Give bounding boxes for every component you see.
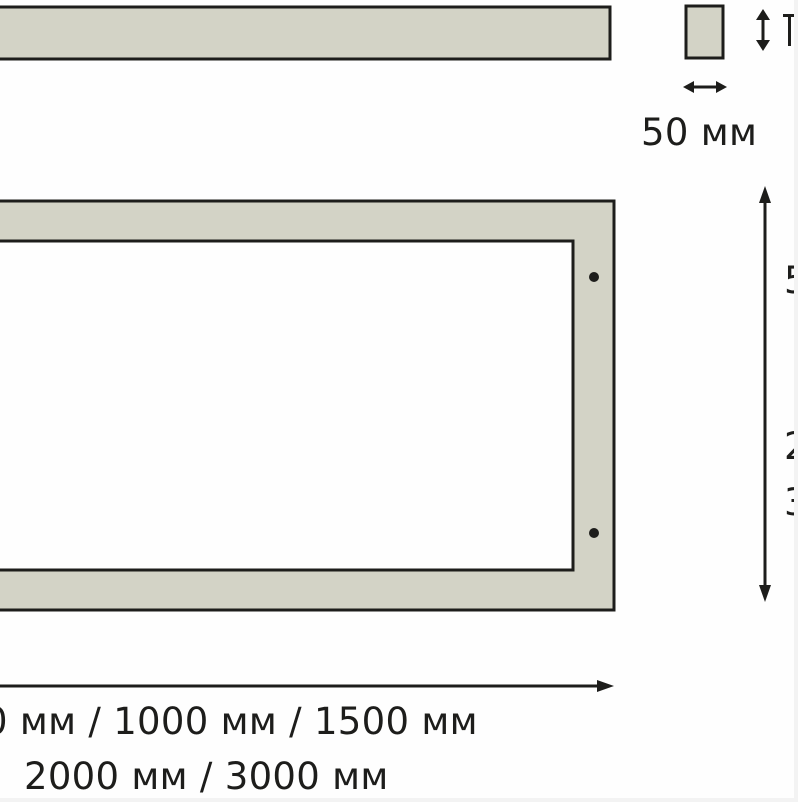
length-arrow-icon: [0, 680, 614, 692]
length-label-line2: 2000 мм / 3000 мм: [24, 755, 389, 798]
top-rail-bar: [0, 5, 612, 61]
mounting-hole-top: [589, 272, 599, 282]
height-arrow-icon: [759, 186, 771, 602]
double-arrow-horizontal-icon: [683, 81, 727, 93]
width-label: 50 мм: [641, 111, 758, 154]
mounting-hole-bottom: [589, 528, 599, 538]
double-arrow-vertical-icon: [756, 9, 770, 51]
profile-cross-section: [684, 4, 725, 60]
image-edge-bottom: [0, 798, 798, 802]
image-edge-right: [794, 0, 798, 802]
frame-opening: [0, 239, 575, 572]
length-label-line1: 0 мм / 1000 мм / 1500 мм: [0, 700, 478, 743]
